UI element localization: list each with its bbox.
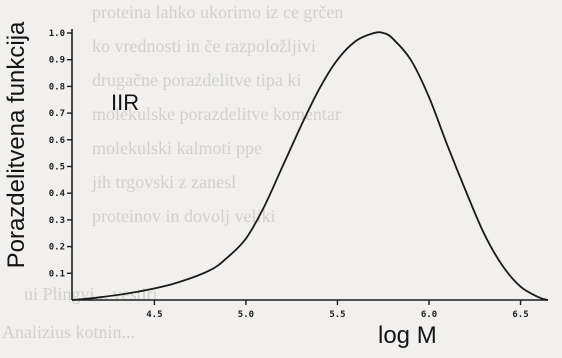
chart-annotation: IIR (111, 90, 140, 115)
y-tick-label: 0.9 (49, 56, 65, 66)
bleed-line: molekulski kalmoti ppe (92, 138, 262, 158)
x-tick-label: 5.0 (238, 310, 254, 320)
x-tick-label: 6.5 (512, 310, 528, 320)
x-tick-label: 5.5 (329, 310, 345, 320)
bleed-line: proteinov in dovolj veliki (92, 206, 276, 226)
series-line (71, 31, 549, 301)
bleed-line: molekulske porazdelitve komentar (92, 104, 341, 124)
y-tick-label: 0.2 (49, 243, 65, 253)
y-tick-label: 0.6 (49, 136, 65, 146)
y-tick-label: 0.8 (49, 82, 65, 92)
bleed-line: ko vrednosti in če razpoložljivi (92, 36, 316, 56)
y-tick-label: 0.3 (49, 216, 65, 226)
bleed-line: proteina lahko ukorimo iz ce grčen (92, 2, 344, 22)
bleed-line: ui Plingvi... vestiri (24, 284, 158, 304)
y-tick-label: 1.0 (49, 29, 65, 39)
x-tick-label: 6.0 (421, 310, 437, 320)
x-axis-label: log M (378, 322, 437, 349)
y-tick-label: 0.7 (49, 109, 65, 119)
y-tick-label: 0.1 (49, 269, 65, 279)
y-axis-label: Porazdelitvena funkcija (3, 21, 30, 269)
x-tick-label: 4.5 (146, 310, 162, 320)
y-tick-label: 0.4 (49, 189, 66, 199)
bleed-line: drugačne porazdelitve tipa ki (92, 70, 302, 90)
bleed-line: Analizius kotnin... (2, 322, 135, 342)
y-tick-label: 0.5 (49, 163, 65, 173)
bleed-line: jih trgovski z zanesl (92, 172, 237, 192)
